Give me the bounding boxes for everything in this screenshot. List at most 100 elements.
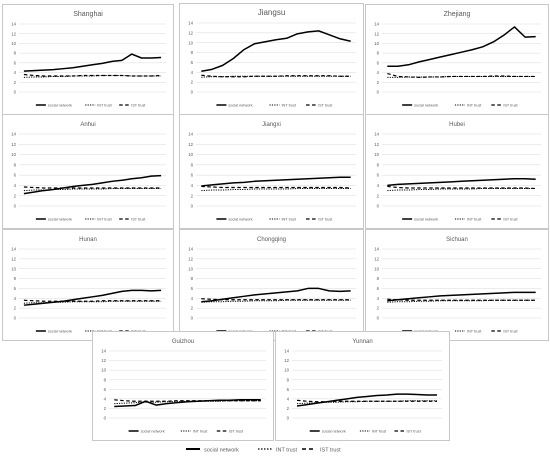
y-tick-label: 6 [191,60,194,65]
y-tick-label: 10 [374,266,379,271]
y-tick-label: 12 [188,256,193,261]
y-tick-label: 2 [191,80,194,85]
y-tick-label: 2 [377,80,380,85]
yunnan-chart: Yunnan 0 2 4 6 8 10 12 14 social network INT trust… [284,339,442,434]
series-line-social-network [23,174,162,195]
legend-label: social network [48,330,72,334]
y-tick-label: 12 [11,142,16,147]
y-tick-label: 8 [191,162,194,167]
y-tick-label: 2 [14,306,17,311]
y-tick-label: 0 [287,416,290,421]
y-tick-label: 10 [374,41,379,46]
y-tick-label: 0 [104,416,107,421]
legend-label: social network [414,218,438,222]
legend-label: IST trust [503,104,518,108]
y-tick-label: 8 [377,51,380,56]
y-tick-label: 12 [11,256,16,261]
y-tick-label: 4 [104,396,107,401]
shared-legend: social network INT trust IST trust [186,448,341,454]
y-tick-label: 4 [287,396,290,401]
y-tick-label: 0 [377,90,380,95]
y-tick-label: 14 [101,349,106,354]
legend-label: INT trust [467,218,482,222]
series-line-int-trust [201,188,351,192]
series-line-ist-trust [296,399,437,403]
y-tick-label: 14 [284,349,289,354]
series-line-ist-trust [201,185,351,189]
series-line-social-network [114,399,261,408]
y-tick-label: 6 [14,60,17,65]
series-line-social-network [201,176,351,187]
series-line-int-trust [114,400,261,405]
y-tick-label: 6 [14,173,17,178]
jiangsu-chart-title: Jiangsu [258,8,286,17]
hubei-chart-panel: Hubei 0 2 4 6 8 10 12 14 social network INT trust I… [365,114,549,229]
y-tick-label: 4 [191,183,194,188]
jiangsu-chart-panel: Jiangsu 0 2 4 6 8 10 12 14 social network INT trus… [179,3,364,115]
legend-label: INT trust [281,104,296,108]
y-tick-label: 0 [191,204,194,209]
y-tick-label: 10 [11,152,16,157]
hubei-chart-title: Hubei [449,122,465,128]
legend-int-trust-label: INT trust [276,448,297,454]
y-tick-label: 6 [287,387,290,392]
series-line-int-trust [387,188,536,192]
legend-label: INT trust [467,104,482,108]
jiangsu-chart: Jiangsu 0 2 4 6 8 10 12 14 social network INT trus… [188,8,356,108]
series-line-ist-trust [23,73,162,77]
y-tick-label: 0 [14,90,17,95]
y-tick-label: 8 [287,377,290,382]
legend-label: social network [414,104,438,108]
legend-label: INT trust [97,218,112,222]
shanghai-chart-panel: Shanghai 0 2 4 6 8 10 12 14 social network INT tru… [2,4,174,115]
y-tick-label: 14 [188,247,193,252]
anhui-chart-title: Anhui [80,122,95,128]
y-tick-label: 12 [188,142,193,147]
y-tick-label: 0 [377,204,380,209]
legend-label: IST trust [406,430,421,434]
y-tick-label: 8 [377,276,380,281]
y-tick-label: 6 [377,173,380,178]
y-tick-label: 0 [14,316,17,321]
y-tick-label: 10 [188,40,193,45]
y-tick-label: 4 [377,296,380,301]
y-tick-label: 6 [104,387,107,392]
y-tick-label: 6 [191,286,194,291]
guizhou-chart-title: Guizhou [172,339,194,345]
legend-label: INT trust [281,218,296,222]
series-line-social-network [201,30,351,73]
y-tick-label: 14 [374,132,379,137]
y-tick-label: 0 [14,204,17,209]
y-tick-label: 0 [377,316,380,321]
y-tick-label: 8 [191,276,194,281]
y-tick-label: 10 [101,368,106,373]
legend-label: IST trust [318,104,333,108]
y-tick-label: 2 [14,193,17,198]
y-tick-label: 12 [188,30,193,35]
series-line-ist-trust [387,72,536,79]
y-tick-label: 2 [377,193,380,198]
y-tick-label: 4 [377,183,380,188]
series-line-ist-trust [201,74,351,78]
y-tick-label: 8 [14,162,17,167]
y-tick-label: 14 [11,247,16,252]
y-tick-label: 8 [191,50,194,55]
y-tick-label: 8 [14,276,17,281]
shanghai-chart-title: Shanghai [73,11,103,18]
series-line-social-network [23,289,162,306]
shanghai-chart: Shanghai 0 2 4 6 8 10 12 14 social network INT tru… [11,11,166,108]
series-line-ist-trust [387,298,536,301]
y-tick-label: 2 [191,306,194,311]
series-line-ist-trust [23,186,162,189]
y-tick-label: 10 [284,368,289,373]
series-line-social-network [23,53,162,72]
y-tick-label: 14 [11,22,16,27]
series-line-int-trust [296,400,437,405]
y-tick-label: 14 [11,132,16,137]
yunnan-chart-title: Yunnan [352,339,372,345]
